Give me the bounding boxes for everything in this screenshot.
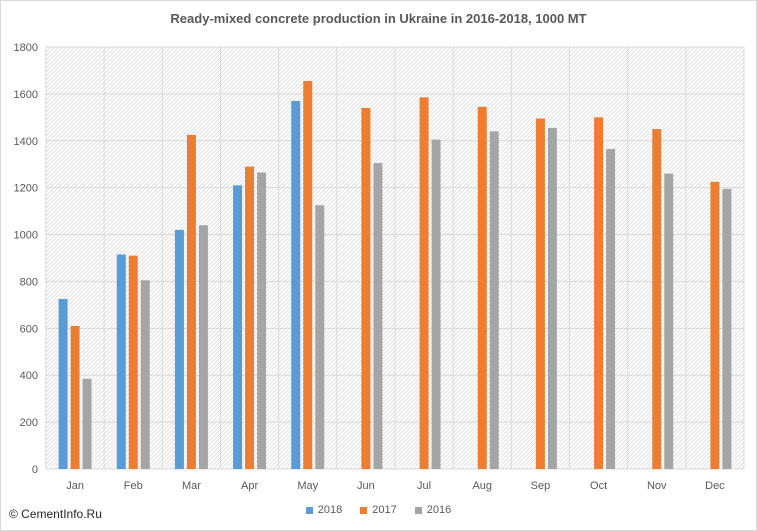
- bar-2017-Aug: [477, 106, 487, 470]
- bar-2018-May: [291, 100, 301, 469]
- bar-2017-Jun: [361, 107, 371, 469]
- y-tick-label: 0: [32, 464, 38, 476]
- y-tick-label: 600: [20, 323, 38, 335]
- bar-2016-Oct: [606, 148, 616, 469]
- legend: 2018 2017 2016: [1, 504, 756, 516]
- x-tick-label: Sep: [531, 480, 551, 492]
- bar-2016-May: [315, 205, 325, 469]
- x-tick-label: May: [297, 480, 318, 492]
- y-tick-label: 1600: [14, 89, 38, 101]
- legend-swatch: [414, 506, 422, 514]
- bar-2016-Mar: [198, 225, 208, 469]
- bar-2018-Jan: [58, 299, 68, 469]
- bar-2016-Aug: [489, 131, 499, 469]
- watermark: © CementInfo.Ru: [9, 507, 102, 521]
- y-tick-label: 800: [20, 276, 38, 288]
- y-tick-label: 200: [20, 417, 38, 429]
- legend-label: 2017: [372, 504, 397, 516]
- bar-2016-Feb: [140, 280, 150, 469]
- x-tick-label: Jan: [66, 480, 84, 492]
- y-tick-labels: 0 200 400 600 800 1000 1200 1400 1600 1800: [14, 42, 38, 476]
- legend-swatch: [305, 506, 313, 514]
- grid-lines: [45, 46, 745, 470]
- x-tick-label: Feb: [124, 480, 143, 492]
- bar-2017-Sep: [535, 118, 545, 469]
- bar-2018-Feb: [116, 254, 126, 469]
- bar-2016-Dec: [722, 188, 732, 470]
- legend-item-2017: 2017: [360, 504, 397, 516]
- bar-2016-Sep: [547, 127, 557, 469]
- bar-2017-May: [303, 80, 313, 469]
- bar-2017-Jul: [419, 97, 429, 470]
- bar-2017-Feb: [128, 255, 138, 469]
- y-tick-label: 1400: [14, 136, 38, 148]
- bar-2017-Jan: [70, 325, 80, 469]
- x-tick-label: Aug: [472, 480, 492, 492]
- y-tick-label: 400: [20, 370, 38, 382]
- y-tick-label: 1000: [14, 230, 38, 242]
- x-tick-labels: Jan Feb Mar Apr May Jun Jul Aug Sep Oct Nov Dec: [66, 480, 725, 492]
- legend-item-2016: 2016: [414, 504, 452, 516]
- x-tick-label: Jul: [417, 480, 431, 492]
- legend-swatch: [360, 506, 368, 514]
- legend-label: 2016: [426, 504, 452, 516]
- y-tick-label: 1800: [14, 42, 38, 54]
- bar-2016-Jul: [431, 139, 441, 469]
- bar-2018-Apr: [233, 185, 243, 470]
- bar-2016-Jun: [373, 163, 383, 470]
- legend-item-2018: 2018: [305, 504, 343, 516]
- legend-label: 2018: [317, 504, 343, 516]
- y-tick-label: 1200: [14, 183, 38, 195]
- bar-2017-Nov: [652, 129, 662, 470]
- chart-title: Ready-mixed concrete production in Ukrai…: [170, 11, 587, 26]
- x-tick-label: Jun: [357, 480, 375, 492]
- bar-2017-Dec: [710, 181, 720, 470]
- bar-2018-Mar: [174, 229, 184, 469]
- bar-2016-Nov: [664, 173, 674, 469]
- x-tick-label: Nov: [647, 480, 667, 492]
- bar-2016-Apr: [257, 172, 267, 469]
- x-tick-label: Dec: [705, 480, 725, 492]
- bar-2016-Jan: [82, 378, 92, 469]
- bar-2017-Apr: [245, 166, 255, 470]
- x-tick-label: Oct: [590, 480, 607, 492]
- x-tick-label: Apr: [241, 480, 258, 492]
- x-tick-label: Mar: [182, 480, 201, 492]
- bar-2017-Oct: [594, 117, 604, 469]
- bars: [58, 80, 732, 470]
- bar-2017-Mar: [186, 134, 196, 469]
